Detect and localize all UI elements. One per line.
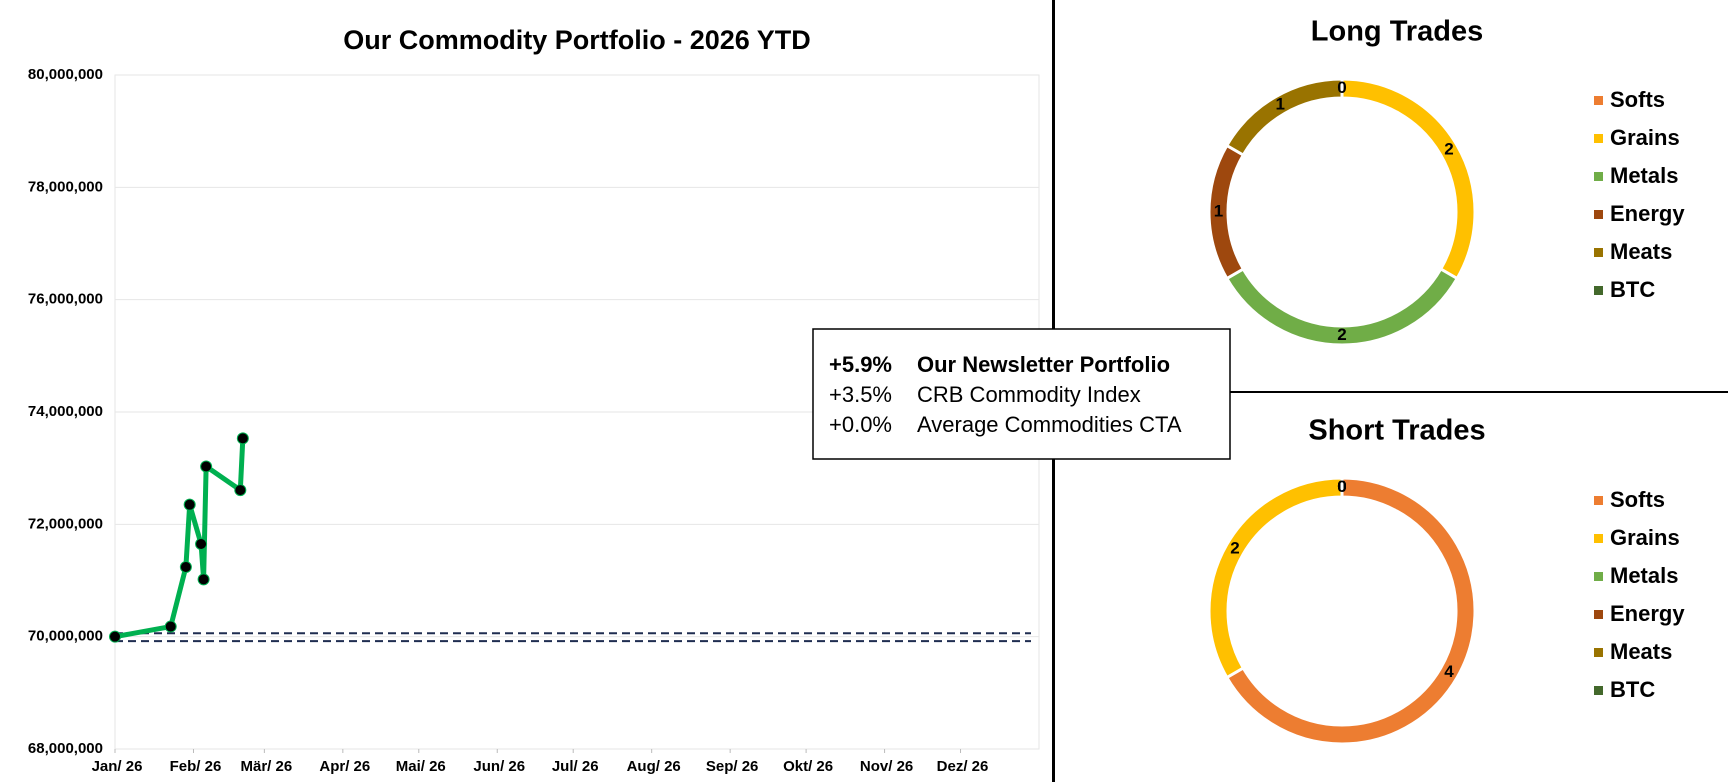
- data-point: [234, 484, 247, 497]
- data-label: 0: [1337, 477, 1346, 496]
- legend-label: BTC: [1610, 277, 1655, 302]
- y-tick-label: 80,000,000: [28, 66, 103, 83]
- annotation-change: +0.0%: [829, 412, 892, 437]
- x-tick-label: Nov/ 26: [860, 758, 913, 775]
- legend-swatch: [1594, 572, 1603, 581]
- legend-label: Meats: [1610, 239, 1672, 264]
- legend-label: Softs: [1610, 487, 1665, 512]
- annotation-change: +3.5%: [829, 382, 892, 407]
- data-point: [183, 498, 196, 511]
- legend-swatch: [1594, 496, 1603, 505]
- y-tick-label: 76,000,000: [28, 291, 103, 308]
- data-point: [236, 432, 249, 445]
- x-tick-label: Feb/ 26: [170, 758, 222, 775]
- legend-swatch: [1594, 134, 1603, 143]
- legend-swatch: [1594, 248, 1603, 257]
- chart-title: Our Commodity Portfolio - 2026 YTD: [343, 25, 811, 55]
- legend-label: Softs: [1610, 87, 1665, 112]
- annotation-change: +5.9%: [829, 352, 892, 377]
- legend-label: Grains: [1610, 525, 1680, 550]
- legend-label: Metals: [1610, 563, 1678, 588]
- data-point: [109, 630, 121, 643]
- legend-swatch: [1594, 648, 1603, 657]
- legend-label: Grains: [1610, 125, 1680, 150]
- x-tick-label: Jul/ 26: [552, 758, 599, 775]
- y-tick-label: 72,000,000: [28, 515, 103, 532]
- x-tick-label: Sep/ 26: [706, 758, 759, 775]
- legend-swatch: [1594, 286, 1603, 295]
- y-tick-label: 74,000,000: [28, 403, 103, 420]
- data-point: [164, 620, 177, 633]
- donut-segment: [1207, 476, 1344, 680]
- legend-swatch: [1594, 172, 1603, 181]
- data-label: 4: [1444, 662, 1454, 681]
- data-point: [179, 561, 192, 574]
- annotation-name: Average Commodities CTA: [917, 412, 1182, 437]
- legend-label: Meats: [1610, 639, 1672, 664]
- x-tick-label: Jun/ 26: [473, 758, 525, 775]
- data-point: [200, 460, 213, 473]
- data-point: [197, 573, 210, 586]
- y-tick-label: 78,000,000: [28, 178, 103, 195]
- legend-label: Metals: [1610, 163, 1678, 188]
- legend-label: Energy: [1610, 201, 1685, 226]
- legend-swatch: [1594, 686, 1603, 695]
- legend-swatch: [1594, 534, 1603, 543]
- data-point: [195, 537, 208, 550]
- x-tick-label: Aug/ 26: [627, 758, 681, 775]
- legend-swatch: [1594, 610, 1603, 619]
- legend-label: BTC: [1610, 677, 1655, 702]
- y-tick-label: 68,000,000: [28, 740, 103, 757]
- annotation-name: Our Newsletter Portfolio: [917, 352, 1170, 377]
- donut-segment: [1340, 77, 1477, 281]
- legend-swatch: [1594, 210, 1603, 219]
- data-label: 2: [1337, 325, 1346, 344]
- legend-label: Energy: [1610, 601, 1685, 626]
- chart-title: Short Trades: [1308, 415, 1485, 447]
- data-label: 2: [1444, 140, 1453, 159]
- x-tick-label: Mai/ 26: [396, 758, 446, 775]
- divider: [1229, 391, 1728, 393]
- legend-swatch: [1594, 96, 1603, 105]
- data-label: 1: [1214, 201, 1223, 220]
- x-tick-label: Okt/ 26: [783, 758, 833, 775]
- x-tick-label: Dez/ 26: [937, 758, 989, 775]
- chart-title: Long Trades: [1311, 16, 1483, 48]
- x-tick-label: Jan/ 26: [92, 758, 143, 775]
- annotation-box: [812, 328, 1231, 460]
- annotation-name: CRB Commodity Index: [917, 382, 1141, 407]
- x-tick-label: Apr/ 26: [319, 758, 370, 775]
- x-tick-label: Mär/ 26: [241, 758, 293, 775]
- series-line: [114, 438, 246, 640]
- data-label: 0: [1337, 78, 1346, 97]
- y-tick-label: 70,000,000: [28, 628, 103, 645]
- donut-segment: [1224, 77, 1344, 158]
- data-label: 2: [1230, 539, 1239, 558]
- data-label: 1: [1276, 95, 1285, 114]
